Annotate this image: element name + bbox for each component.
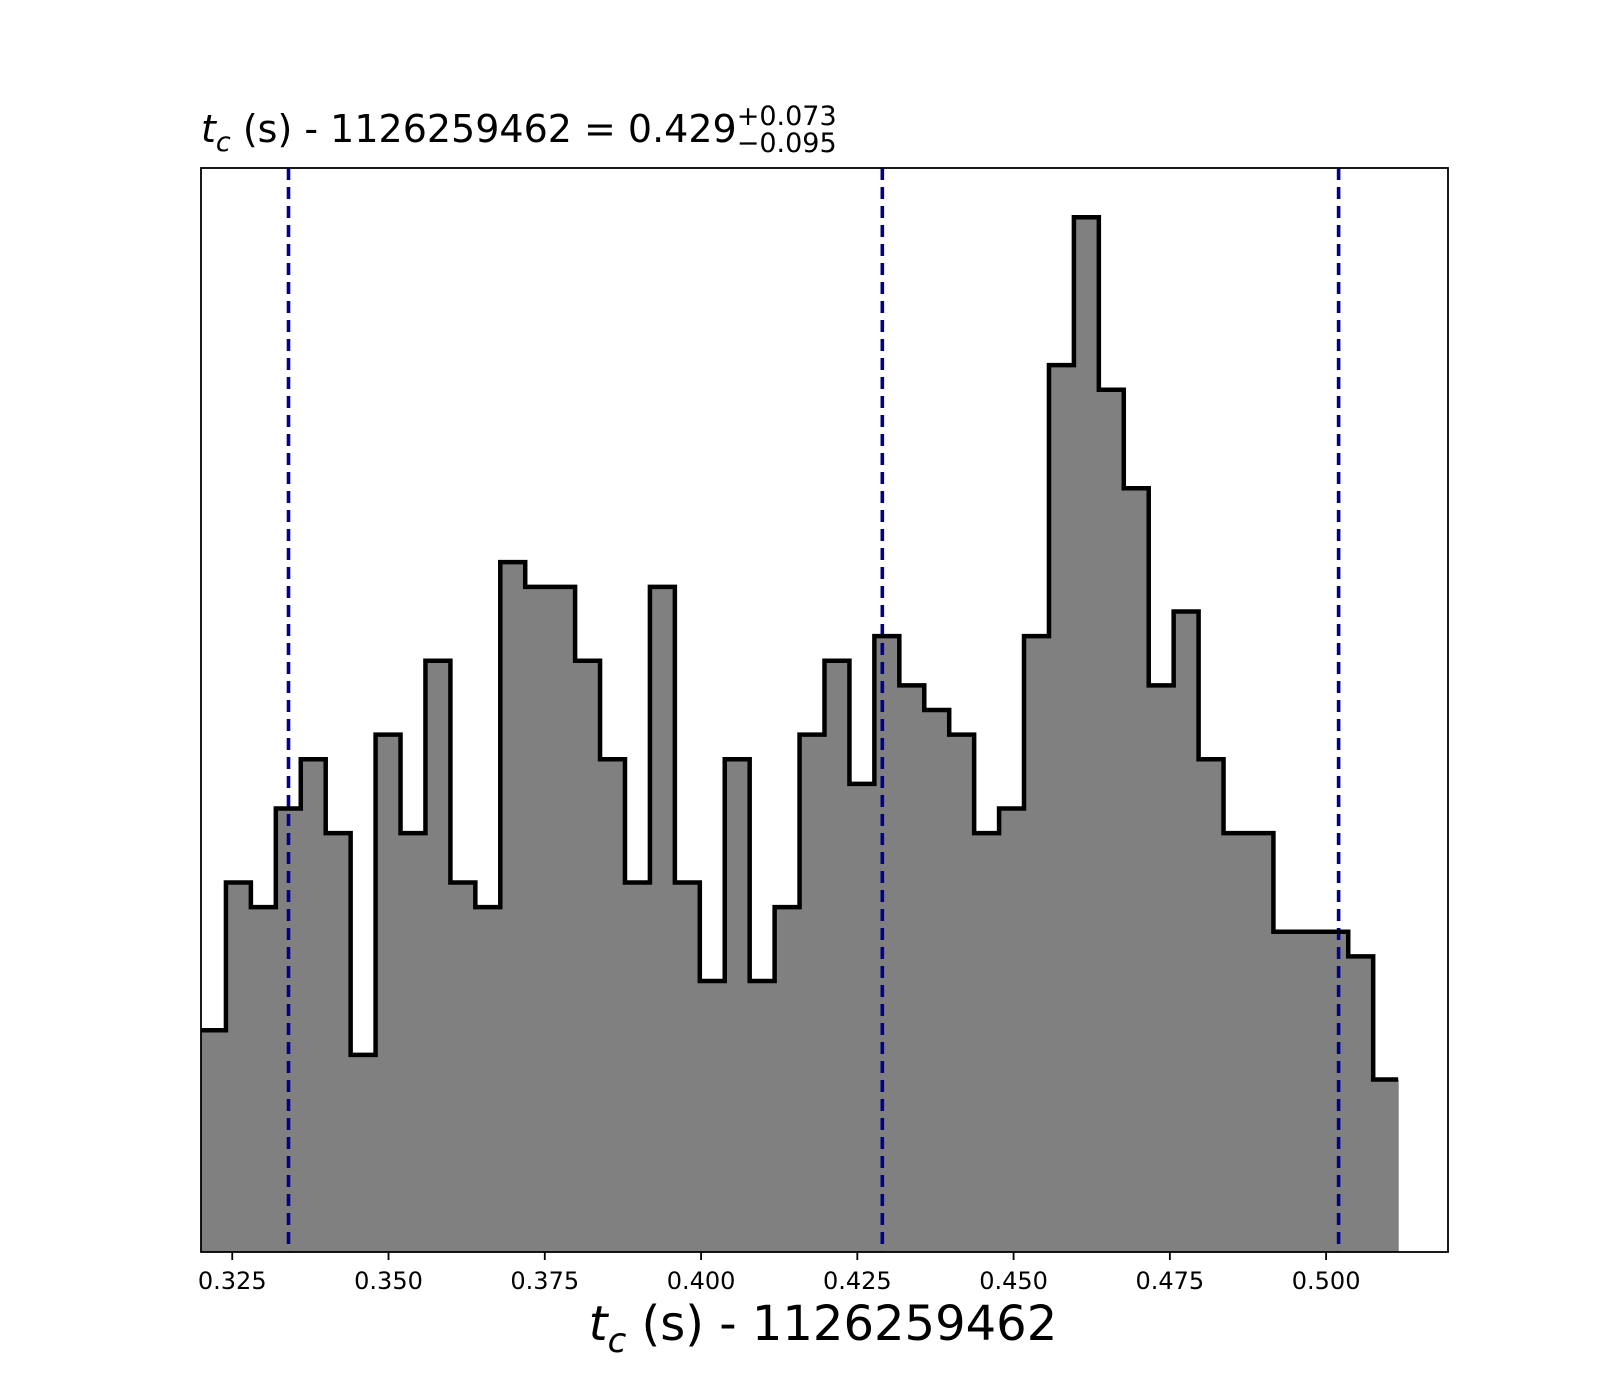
histogram-bar <box>225 882 252 1252</box>
chart-title: tc (s) - 1126259462 = 0.429+0.073 <box>201 101 837 158</box>
histogram-bar <box>874 636 900 1252</box>
histogram-bar <box>699 981 726 1252</box>
histogram-bar <box>1373 1079 1399 1252</box>
histogram-bar <box>475 907 501 1252</box>
x-axis-ticks: 0.325 0.350 0.375 0.400 0.425 0.450 0.475 0.500 <box>198 1252 1361 1295</box>
histogram-bar <box>949 734 975 1252</box>
histogram-bar <box>600 759 626 1252</box>
x-tick-label: 0.325 <box>198 1267 267 1295</box>
histogram-bar <box>1223 833 1250 1252</box>
x-tick-label: 0.475 <box>1135 1267 1204 1295</box>
histogram-bar <box>300 759 327 1252</box>
title-minus-error: −0.095 <box>737 128 837 159</box>
histogram-outline <box>201 215 1399 1082</box>
x-tick-label: 0.350 <box>354 1267 423 1295</box>
title-text: (s) - 1126259462 = 0.429 <box>231 107 737 151</box>
histogram-bar <box>1048 365 1075 1253</box>
histogram-bar <box>924 710 950 1252</box>
histogram-bar <box>1024 636 1050 1252</box>
x-tick-label: 0.425 <box>823 1267 892 1295</box>
histogram-bar <box>674 882 701 1252</box>
histogram-bar <box>1073 217 1100 1252</box>
histogram-bar <box>1123 488 1150 1252</box>
histogram-bar <box>824 660 851 1252</box>
xlabel-text: (s) - 1126259462 <box>626 1296 1057 1352</box>
histogram-bar <box>250 907 277 1252</box>
x-tick-label: 0.450 <box>979 1267 1048 1295</box>
histogram-bar <box>899 685 925 1252</box>
histogram-bar <box>649 586 676 1252</box>
histogram-bar <box>624 882 651 1252</box>
histogram-bar <box>575 660 601 1252</box>
title-subscript: c <box>216 127 231 158</box>
title-plus-error: +0.073 <box>737 101 837 132</box>
histogram-bar <box>1148 685 1175 1252</box>
histogram-bar <box>500 562 526 1252</box>
plot-area <box>200 167 1449 1253</box>
histogram-bar <box>525 586 551 1252</box>
histogram-bar <box>350 1054 377 1252</box>
histogram-bar <box>1298 931 1324 1252</box>
xlabel-variable: t <box>589 1296 610 1352</box>
histogram-bar <box>749 981 776 1252</box>
histogram-bar <box>1248 833 1275 1252</box>
histogram-bar <box>1273 931 1299 1252</box>
histogram-bar <box>375 734 402 1252</box>
histogram-bar <box>1348 956 1374 1252</box>
histogram-bar <box>201 1030 227 1252</box>
histogram-bar <box>849 783 875 1252</box>
histogram-bar <box>1173 611 1200 1252</box>
xlabel-subscript: c <box>608 1321 627 1361</box>
histogram-bar <box>450 882 476 1252</box>
x-tick-label: 0.400 <box>667 1267 736 1295</box>
axes-frame <box>200 167 1449 1253</box>
histogram-bar <box>550 586 576 1252</box>
title-variable: t <box>201 107 218 151</box>
x-tick-label: 0.500 <box>1292 1267 1361 1295</box>
x-axis-label: tc (s) - 1126259462 <box>589 1296 1057 1361</box>
histogram-bar <box>974 833 1000 1252</box>
histogram-bar <box>400 833 427 1252</box>
histogram-bar <box>325 833 352 1252</box>
histogram-bar <box>724 759 751 1252</box>
histogram-bar <box>1323 931 1349 1252</box>
histogram-bar <box>425 660 451 1252</box>
histogram-bar <box>1198 759 1225 1252</box>
histogram-bar <box>1098 389 1125 1253</box>
x-tick-label: 0.375 <box>510 1267 579 1295</box>
histogram-bar <box>999 808 1025 1252</box>
histogram-bar <box>774 907 801 1252</box>
histogram-bar <box>799 734 826 1252</box>
